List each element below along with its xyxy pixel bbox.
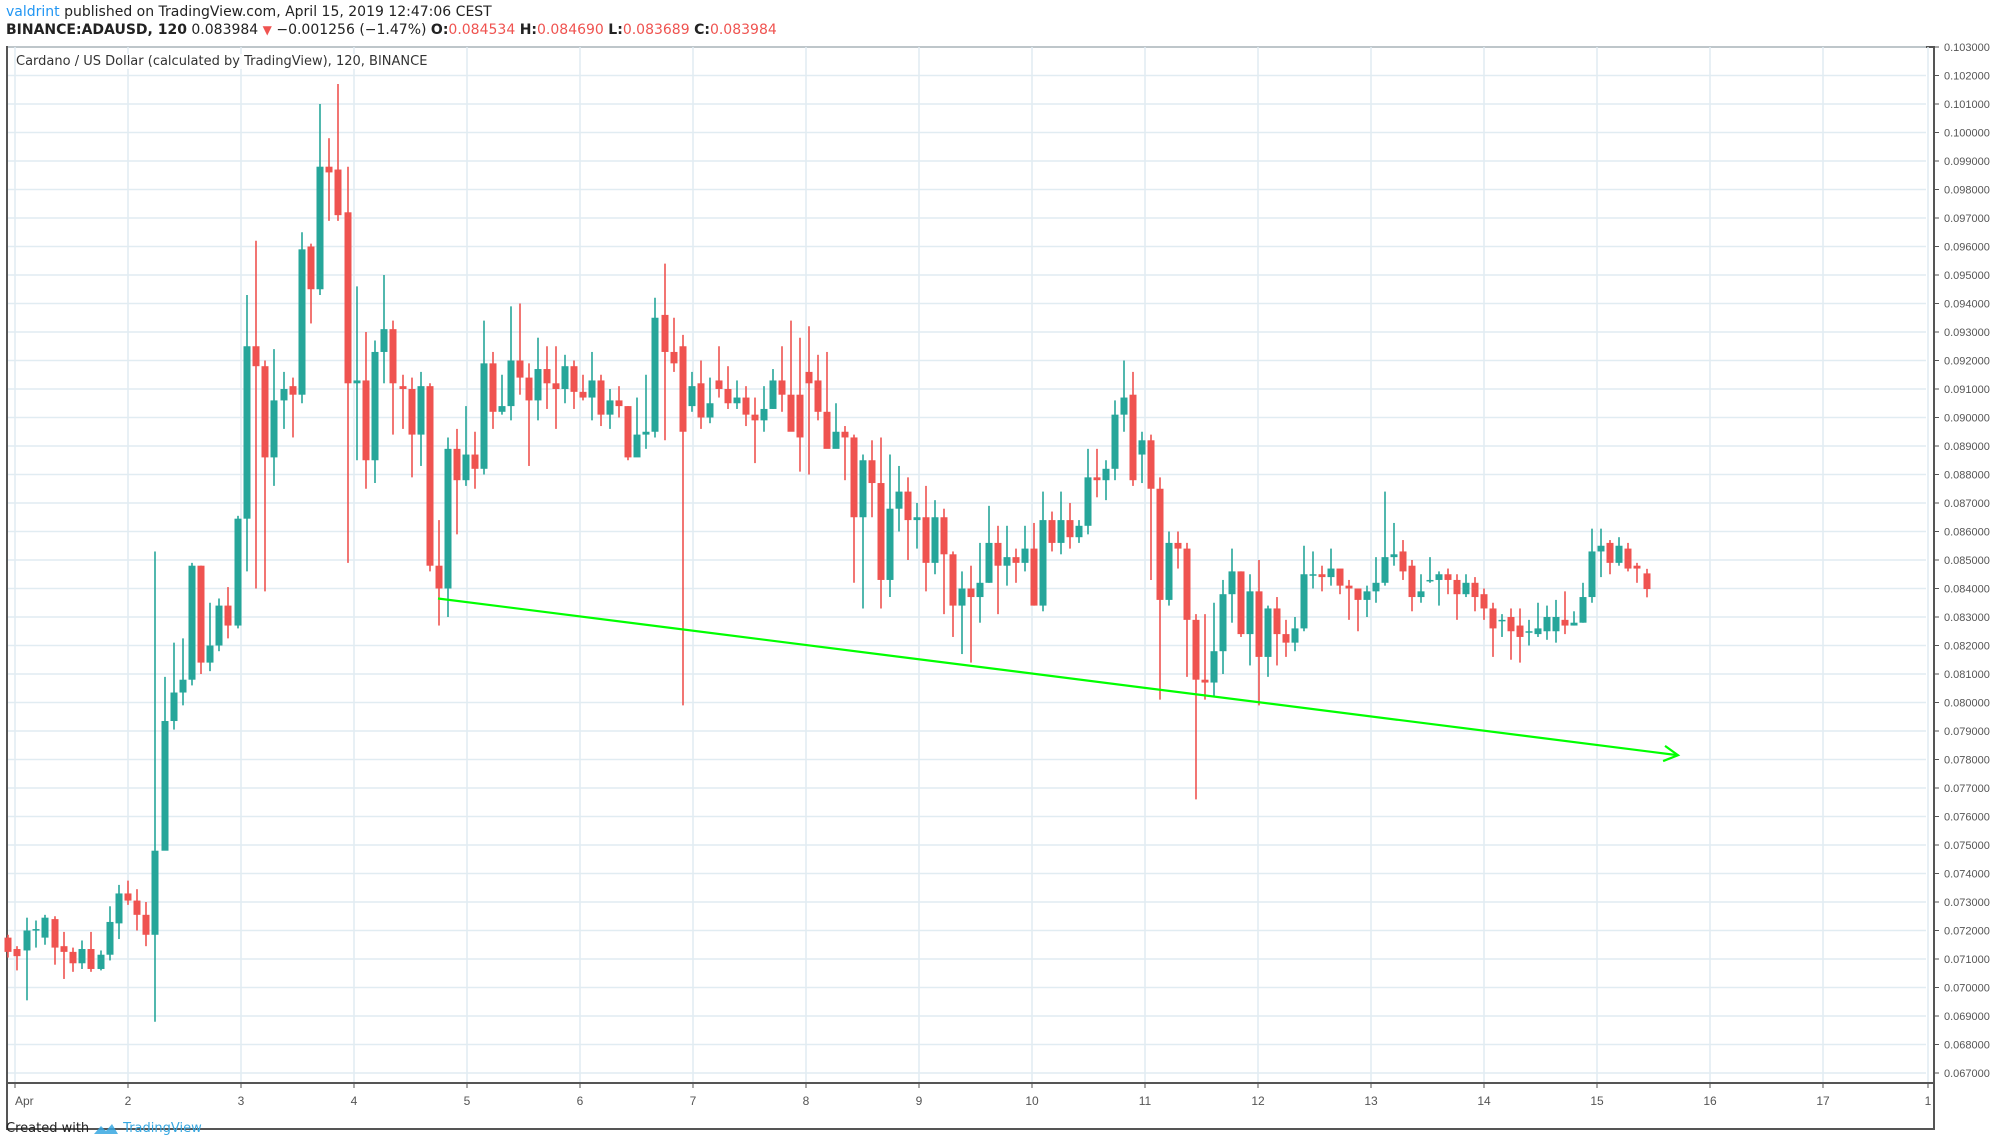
- svg-text:0.089000: 0.089000: [1944, 441, 1990, 453]
- svg-text:3: 3: [238, 1094, 245, 1108]
- svg-text:0.085000: 0.085000: [1944, 555, 1990, 567]
- price-axis[interactable]: 0.103000 0.102000 0.101000 0.100000 0.099000…: [1933, 42, 1990, 1130]
- svg-text:0.068000: 0.068000: [1944, 1040, 1990, 1052]
- svg-text:0.092000: 0.092000: [1944, 356, 1990, 368]
- svg-text:0.074000: 0.074000: [1944, 869, 1990, 881]
- publish-info: valdrint published on TradingView.com, A…: [6, 4, 492, 20]
- svg-text:0.080000: 0.080000: [1944, 698, 1990, 710]
- trendline-arrow[interactable]: [437, 597, 1681, 763]
- tradingview-logo-icon: [94, 1123, 119, 1134]
- svg-text:0.091000: 0.091000: [1944, 384, 1990, 396]
- svg-text:0.093000: 0.093000: [1944, 327, 1990, 339]
- svg-text:14: 14: [1477, 1094, 1491, 1108]
- last-price: 0.083984: [191, 22, 259, 38]
- tradingview-link[interactable]: TradingView: [123, 1121, 202, 1136]
- svg-text:0.099000: 0.099000: [1944, 156, 1990, 168]
- svg-text:10: 10: [1025, 1094, 1039, 1108]
- svg-text:0.088000: 0.088000: [1944, 470, 1990, 482]
- down-triangle-icon: ▼: [262, 23, 272, 37]
- close-value: 0.083984: [709, 22, 777, 38]
- open-label: O:: [430, 22, 449, 38]
- svg-text:0.084000: 0.084000: [1944, 584, 1990, 596]
- svg-text:0.076000: 0.076000: [1944, 812, 1990, 824]
- svg-text:0.082000: 0.082000: [1944, 641, 1990, 653]
- svg-text:0.072000: 0.072000: [1944, 926, 1990, 938]
- symbol-info: BINANCE:ADAUSD, 120 0.083984 ▼ −0.001256…: [6, 22, 777, 38]
- footer: Created with TradingView: [6, 1121, 202, 1136]
- chart-legend-title: Cardano / US Dollar (calculated by Tradi…: [16, 54, 428, 69]
- svg-text:0.069000: 0.069000: [1944, 1011, 1990, 1023]
- svg-text:0.103000: 0.103000: [1944, 42, 1990, 54]
- svg-text:7: 7: [690, 1094, 697, 1108]
- svg-text:0.081000: 0.081000: [1944, 669, 1990, 681]
- high-label: H:: [519, 22, 538, 38]
- svg-text:6: 6: [577, 1094, 584, 1108]
- svg-text:0.086000: 0.086000: [1944, 527, 1990, 539]
- svg-text:0.090000: 0.090000: [1944, 413, 1990, 425]
- high-value: 0.084690: [537, 22, 604, 38]
- svg-text:16: 16: [1703, 1094, 1717, 1108]
- svg-text:0.101000: 0.101000: [1944, 99, 1990, 111]
- published-text: published on TradingView.com, April 15, …: [59, 4, 492, 20]
- svg-text:0.075000: 0.075000: [1944, 840, 1990, 852]
- low-label: L:: [608, 22, 623, 38]
- created-with-text: Created with: [6, 1121, 90, 1136]
- close-label: C:: [694, 22, 710, 38]
- symbol-label: BINANCE:ADAUSD, 120: [6, 22, 187, 38]
- svg-text:0.094000: 0.094000: [1944, 299, 1990, 311]
- open-value: 0.084534: [448, 22, 516, 38]
- svg-text:15: 15: [1590, 1094, 1604, 1108]
- svg-text:0.100000: 0.100000: [1944, 128, 1990, 140]
- svg-text:5: 5: [464, 1094, 471, 1108]
- svg-text:17: 17: [1816, 1094, 1830, 1108]
- grid-lines: [8, 46, 1929, 1082]
- candles: [4, 84, 1651, 1022]
- svg-text:0.098000: 0.098000: [1944, 185, 1990, 197]
- svg-text:8: 8: [803, 1094, 810, 1108]
- svg-text:0.077000: 0.077000: [1944, 783, 1990, 795]
- svg-text:0.067000: 0.067000: [1944, 1068, 1990, 1080]
- svg-text:12: 12: [1251, 1094, 1265, 1108]
- price-change: −0.001256 (−1.47%): [276, 22, 427, 38]
- svg-text:0.071000: 0.071000: [1944, 954, 1990, 966]
- svg-text:0.087000: 0.087000: [1944, 498, 1990, 510]
- svg-text:0.079000: 0.079000: [1944, 726, 1990, 738]
- svg-text:Apr: Apr: [15, 1094, 34, 1108]
- svg-text:0.083000: 0.083000: [1944, 612, 1990, 624]
- svg-text:0.095000: 0.095000: [1944, 270, 1990, 282]
- low-value: 0.083689: [622, 22, 690, 38]
- svg-text:2: 2: [125, 1094, 132, 1108]
- svg-text:13: 13: [1364, 1094, 1378, 1108]
- svg-text:0.096000: 0.096000: [1944, 242, 1990, 254]
- svg-text:0.097000: 0.097000: [1944, 213, 1990, 225]
- svg-text:0.102000: 0.102000: [1944, 71, 1990, 83]
- svg-text:0.078000: 0.078000: [1944, 755, 1990, 767]
- svg-text:9: 9: [916, 1094, 923, 1108]
- svg-text:11: 11: [1139, 1094, 1152, 1108]
- time-axis[interactable]: Apr 2 3 4 5 6 7 8 9 10 11 12 13 14 15 16 17 1: [6, 1082, 1935, 1108]
- svg-text:0.073000: 0.073000: [1944, 897, 1990, 909]
- svg-text:0.070000: 0.070000: [1944, 983, 1990, 995]
- svg-text:4: 4: [351, 1094, 358, 1108]
- svg-text:1: 1: [1925, 1094, 1932, 1108]
- author-link[interactable]: valdrint: [6, 4, 60, 20]
